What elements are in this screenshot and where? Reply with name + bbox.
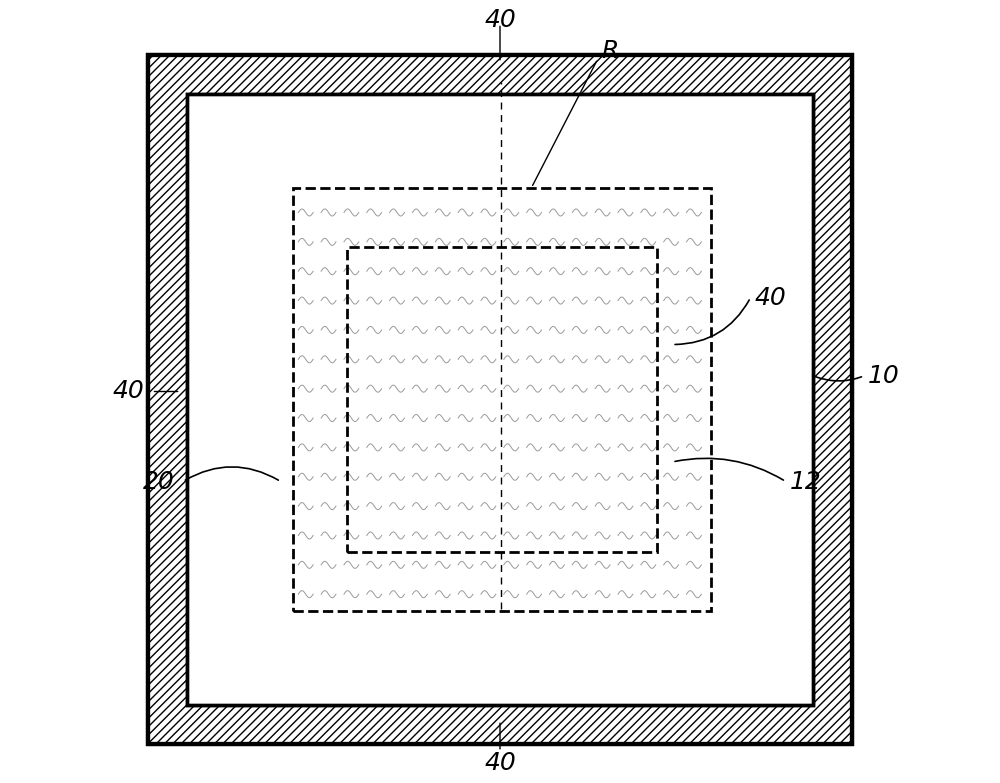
Bar <box>287 186 714 612</box>
Bar <box>148 55 852 744</box>
Text: 10: 10 <box>868 364 900 388</box>
Text: R: R <box>602 39 619 63</box>
Text: 40: 40 <box>112 380 144 403</box>
Text: 12: 12 <box>790 470 821 493</box>
Text: 40: 40 <box>484 752 516 775</box>
Bar <box>347 247 657 552</box>
Bar <box>187 94 813 705</box>
Text: 40: 40 <box>754 286 786 309</box>
Bar <box>187 94 813 705</box>
Bar <box>148 55 852 744</box>
Bar <box>187 94 813 705</box>
Text: 40: 40 <box>484 8 516 31</box>
Bar <box>148 55 852 744</box>
Text: 20: 20 <box>143 470 175 493</box>
Bar <box>293 188 711 611</box>
